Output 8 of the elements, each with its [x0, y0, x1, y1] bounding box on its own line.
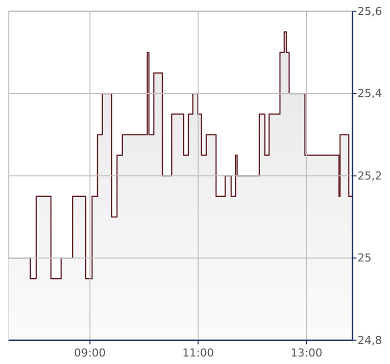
- x-tick-label: 13:00: [290, 346, 322, 360]
- y-tick-label: 25,6: [358, 4, 382, 18]
- x-tick-label: 09:00: [74, 346, 106, 360]
- y-tick-label: 25,4: [358, 87, 382, 100]
- y-tick-label: 25: [358, 252, 372, 265]
- y-tick-label: 25,2: [358, 169, 382, 182]
- x-tick-label: 11:00: [182, 346, 214, 360]
- y-tick-label: 24,8: [358, 334, 382, 347]
